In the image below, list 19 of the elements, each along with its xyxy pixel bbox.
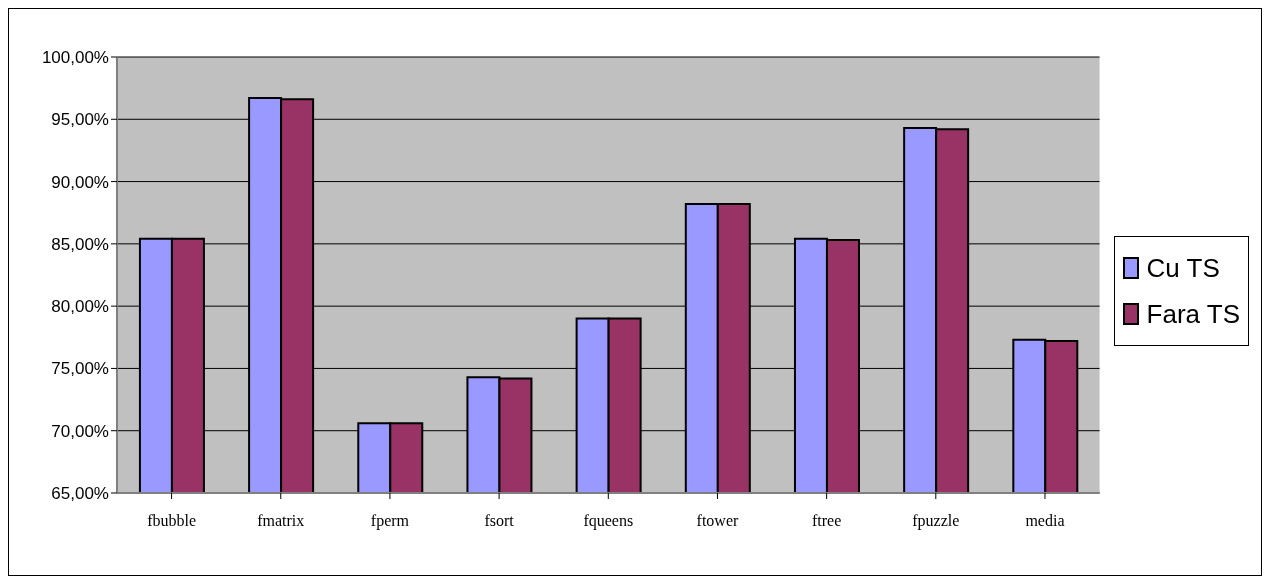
x-tick-label: ftree: [811, 512, 842, 530]
x-tick-label: fqueens: [583, 512, 634, 531]
y-tick-label: 70,00%: [51, 421, 109, 441]
y-tick-label: 75,00%: [51, 359, 109, 379]
y-tick-label: 95,00%: [51, 110, 109, 130]
y-tick-label: 80,00%: [51, 297, 109, 317]
legend-label: Cu TS: [1146, 252, 1220, 285]
y-tick-label: 90,00%: [51, 172, 109, 192]
x-tick-label: ftower: [696, 512, 739, 530]
x-tick-label: fsort: [484, 512, 515, 530]
x-tick-label: fpuzzle: [912, 512, 960, 531]
x-tick-label: fmatrix: [257, 512, 305, 530]
x-tick-label: media: [1025, 512, 1065, 530]
x-tick-label: fbubble: [147, 512, 197, 530]
x-tick-label: fperm: [370, 512, 410, 531]
legend-label: Fara TS: [1146, 298, 1240, 331]
y-tick-label: 85,00%: [51, 234, 109, 254]
y-tick-label: 100,00%: [41, 48, 109, 68]
y-tick-label: 65,00%: [51, 484, 109, 504]
